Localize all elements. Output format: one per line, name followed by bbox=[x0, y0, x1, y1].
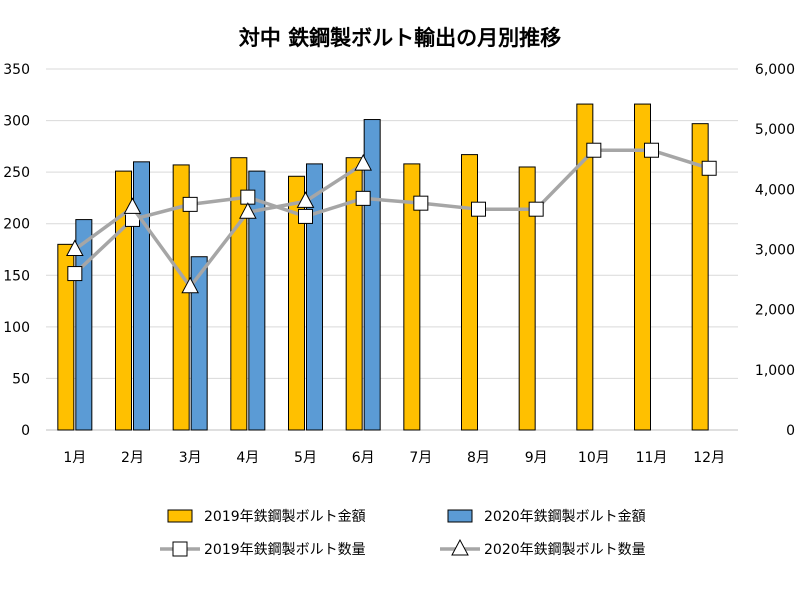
left-tick-label: 300 bbox=[3, 114, 30, 130]
left-tick-label: 350 bbox=[3, 62, 30, 78]
point-2020-quantity bbox=[181, 276, 200, 294]
point-2019-quantity bbox=[413, 195, 429, 211]
x-tick-label: 6月 bbox=[352, 450, 375, 466]
point-2020-quantity bbox=[123, 197, 142, 214]
bar-2020-amount bbox=[190, 256, 208, 431]
bar-2019-amount bbox=[403, 163, 421, 431]
legend-swatch bbox=[447, 509, 473, 523]
x-axis-ticks: 1月 2月 3月 4月 5月 6月 7月 8月 9月 10月 11月 12月 bbox=[63, 450, 725, 466]
right-tick-label: 6,000 bbox=[755, 62, 795, 78]
right-tick-label: 5,000 bbox=[755, 122, 795, 138]
bar-2019-amount bbox=[172, 164, 190, 431]
x-tick-label: 2月 bbox=[121, 450, 144, 466]
point-2019-quantity bbox=[298, 208, 313, 224]
x-tick-label: 10月 bbox=[578, 450, 610, 466]
x-tick-label: 12月 bbox=[693, 450, 725, 466]
point-2020-quantity bbox=[66, 239, 84, 256]
right-tick-label: 2,000 bbox=[755, 303, 795, 319]
x-tick-label: 5月 bbox=[294, 450, 317, 466]
bar-2019-amount bbox=[345, 157, 363, 431]
point-2019-quantity bbox=[644, 142, 659, 158]
gridlines bbox=[46, 68, 738, 431]
point-2019-quantity bbox=[182, 196, 198, 212]
legend: 2019年鉄鋼製ボルト金額 2020年鉄鋼製ボルト金額 2019年鉄鋼製ボルト数量 2… bbox=[160, 509, 646, 558]
x-tick-label: 7月 bbox=[409, 450, 432, 466]
bar-2019-amount bbox=[634, 103, 651, 431]
x-tick-label: 9月 bbox=[525, 450, 548, 466]
chart-title: 対中 鉄鋼製ボルト輸出の月別推移 bbox=[239, 26, 561, 50]
x-tick-label: 3月 bbox=[179, 450, 202, 466]
point-2019-quantity bbox=[355, 190, 371, 206]
point-2019-quantity bbox=[240, 189, 256, 205]
legend-marker bbox=[451, 538, 469, 556]
left-tick-label: 50 bbox=[12, 371, 30, 387]
left-tick-label: 200 bbox=[3, 217, 30, 233]
point-2019-quantity bbox=[67, 266, 83, 282]
right-tick-label: 0 bbox=[786, 423, 795, 439]
legend-label: 2019年鉄鋼製ボルト金額 bbox=[204, 509, 366, 525]
x-tick-label: 1月 bbox=[63, 450, 86, 466]
bar-2020-amount bbox=[248, 170, 266, 431]
right-tick-label: 4,000 bbox=[755, 182, 795, 198]
x-tick-label: 11月 bbox=[636, 450, 668, 466]
bar-2019-amount bbox=[576, 103, 594, 431]
left-axis-ticks: 0 50 100 150 200 250 300 350 bbox=[3, 62, 30, 439]
line-2019-quantity bbox=[73, 148, 710, 275]
point-2019-quantity bbox=[528, 201, 544, 217]
bar-2019-amount bbox=[691, 123, 709, 431]
right-axis-ticks: 0 1,000 2,000 3,000 4,000 5,000 6,000 bbox=[755, 62, 795, 439]
left-tick-label: 100 bbox=[3, 320, 30, 336]
legend-label: 2020年鉄鋼製ボルト金額 bbox=[484, 509, 646, 525]
line-2020-quantity bbox=[73, 162, 365, 289]
point-2019-quantity bbox=[701, 160, 717, 176]
bar-2020-amount bbox=[306, 163, 323, 431]
x-tick-label: 4月 bbox=[236, 450, 259, 466]
point-2019-quantity bbox=[586, 142, 602, 158]
point-2020-quantity bbox=[296, 191, 315, 208]
bar-2019-amount bbox=[518, 166, 536, 431]
right-tick-label: 3,000 bbox=[755, 243, 795, 259]
point-2020-quantity bbox=[238, 202, 257, 219]
left-tick-label: 150 bbox=[3, 268, 30, 284]
bars bbox=[57, 103, 709, 431]
bar-2020-amount bbox=[133, 161, 150, 431]
bar-2019-amount bbox=[115, 170, 132, 431]
bar-2019-amount bbox=[57, 243, 75, 431]
left-tick-label: 250 bbox=[3, 165, 30, 181]
legend-label: 2019年鉄鋼製ボルト数量 bbox=[204, 542, 366, 558]
bar-2019-amount bbox=[288, 175, 305, 431]
lines bbox=[66, 142, 717, 294]
legend-marker bbox=[172, 541, 188, 557]
bar-2019-amount bbox=[230, 157, 248, 431]
legend-label: 2020年鉄鋼製ボルト数量 bbox=[484, 542, 646, 558]
legend-swatch bbox=[167, 509, 193, 523]
bar-2019-amount bbox=[461, 154, 478, 431]
x-tick-label: 8月 bbox=[467, 450, 490, 466]
point-2019-quantity bbox=[471, 201, 486, 217]
point-2020-quantity bbox=[354, 154, 372, 171]
left-tick-label: 0 bbox=[21, 423, 30, 439]
right-tick-label: 1,000 bbox=[755, 363, 795, 379]
